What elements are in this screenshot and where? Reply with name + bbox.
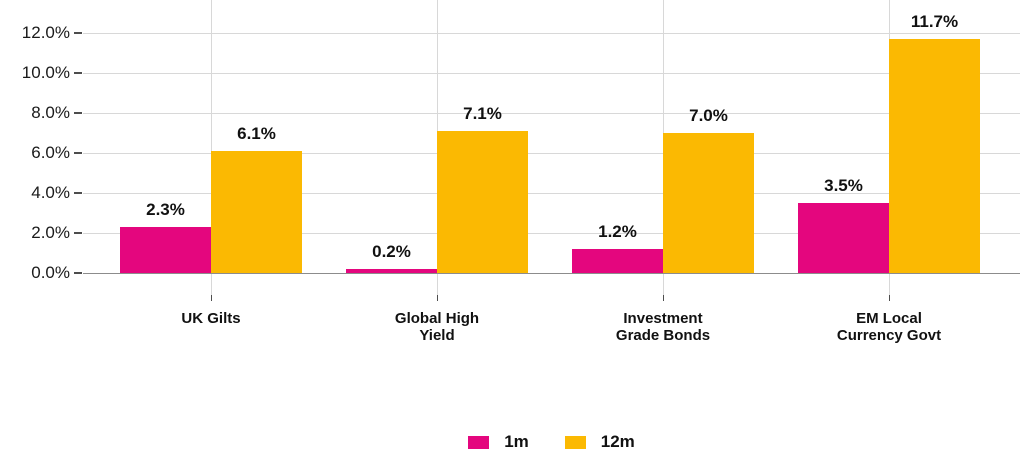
bar-1m-3	[798, 203, 889, 273]
y-axis-tick	[74, 192, 82, 194]
bar-1m-0	[120, 227, 211, 273]
bar-12m-0	[211, 151, 302, 273]
bar-value-label: 0.2%	[372, 242, 411, 261]
y-axis-tick-label: 12.0%	[21, 23, 70, 42]
horizontal-gridline	[83, 193, 1020, 194]
y-axis-tick-label: 2.0%	[31, 223, 70, 242]
horizontal-gridline	[83, 153, 1020, 154]
x-axis-tick	[889, 295, 890, 301]
legend: 1m 12m	[83, 430, 1020, 454]
bar-12m-1	[437, 131, 528, 273]
y-axis-tick-label: 0.0%	[31, 263, 70, 282]
y-axis-tick	[74, 112, 82, 114]
y-axis-tick	[74, 72, 82, 74]
bar-value-label: 2.3%	[146, 200, 185, 219]
legend-label: 1m	[504, 432, 529, 451]
bar-value-label: 7.0%	[689, 106, 728, 125]
legend-label: 12m	[600, 432, 635, 451]
legend-item-1m: 1m	[468, 432, 529, 452]
y-axis-tick-label: 8.0%	[31, 103, 70, 122]
x-axis-tick	[437, 295, 438, 301]
y-axis-tick	[74, 32, 82, 34]
x-axis-tick	[211, 295, 212, 301]
horizontal-gridline	[83, 33, 1020, 34]
category-label: Global High Yield	[394, 310, 480, 344]
category-label: EM Local Currency Govt	[836, 310, 942, 344]
bar-value-label: 11.7%	[910, 12, 959, 31]
category-label: UK Gilts	[181, 310, 241, 327]
y-axis-tick-label: 4.0%	[31, 183, 70, 202]
legend-item-12m: 12m	[564, 432, 635, 452]
bar-12m-2	[663, 133, 754, 273]
horizontal-gridline	[83, 73, 1020, 74]
x-axis-line	[83, 273, 1020, 274]
horizontal-gridline	[83, 113, 1020, 114]
bar-1m-2	[572, 249, 663, 273]
bar-value-label: 6.1%	[237, 124, 276, 143]
y-axis-tick	[74, 272, 82, 274]
horizontal-gridline	[83, 233, 1020, 234]
bar-value-label: 7.1%	[463, 104, 502, 123]
vertical-gridline	[211, 0, 212, 296]
legend-swatch-1m	[468, 435, 490, 449]
bar-value-label: 1.2%	[598, 222, 637, 241]
y-axis-tick-label: 10.0%	[21, 63, 70, 82]
category-label: Investment Grade Bonds	[615, 310, 711, 344]
y-axis-tick	[74, 152, 82, 154]
x-axis-tick	[663, 295, 664, 301]
y-axis-tick-label: 6.0%	[31, 143, 70, 162]
bar-12m-3	[889, 39, 980, 273]
bar-value-label: 3.5%	[824, 176, 863, 195]
legend-swatch-12m	[564, 435, 586, 449]
y-axis-tick	[74, 232, 82, 234]
bar-1m-1	[346, 269, 437, 273]
